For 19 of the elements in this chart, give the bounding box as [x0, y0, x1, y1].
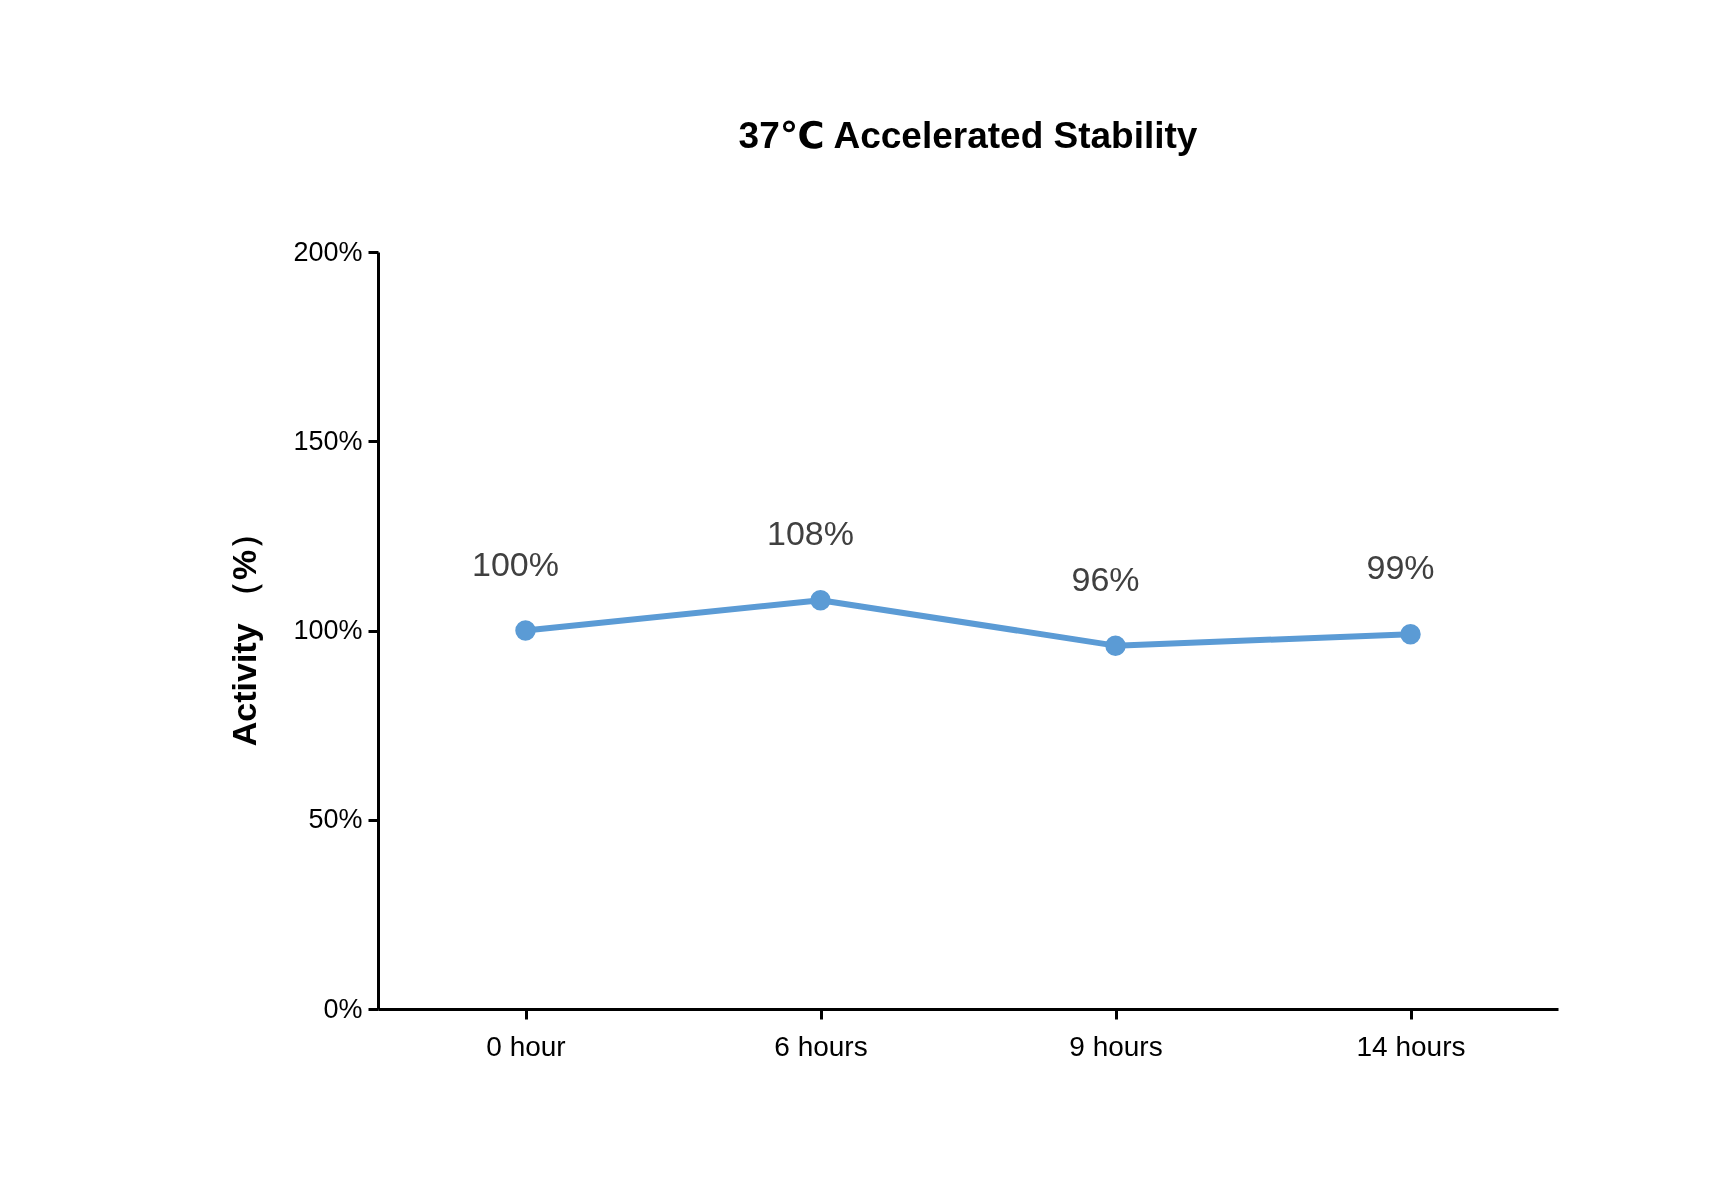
point — [1105, 635, 1126, 656]
y-tick-label: 0% — [323, 993, 363, 1024]
data-label: 100% — [472, 544, 559, 583]
y-tick-label: 100% — [293, 615, 363, 645]
y-tick-label: 50% — [308, 804, 363, 835]
data-label: 99% — [1366, 548, 1435, 587]
point — [810, 589, 831, 611]
x-tick-label: 9 hours — [1069, 1030, 1163, 1062]
x-tick-label: 14 hours — [1356, 1030, 1466, 1062]
data-label: 96% — [1071, 559, 1140, 598]
point — [1400, 624, 1421, 645]
x-tick-label: 0 hour — [486, 1030, 566, 1062]
point — [515, 620, 536, 641]
x-tick-label: 6 hours — [774, 1030, 868, 1062]
chart-title: 37℃ Accelerated Stability — [738, 115, 1198, 156]
data-label: 108% — [767, 514, 854, 553]
y-tick-label: 150% — [293, 425, 363, 456]
y-axis-title: Activity （%） — [225, 515, 264, 747]
y-tick-label: 200% — [293, 236, 363, 267]
